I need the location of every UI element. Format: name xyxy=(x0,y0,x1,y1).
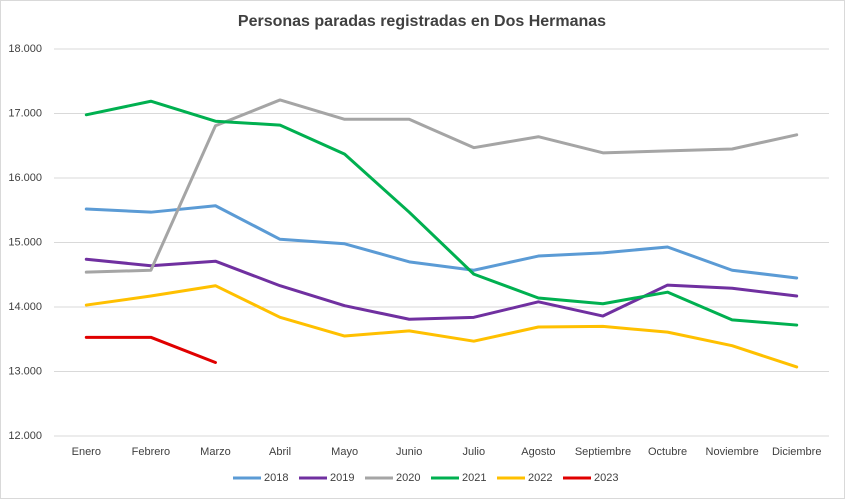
y-tick-label: 17.000 xyxy=(8,107,42,119)
x-tick-label: Enero xyxy=(72,446,101,458)
y-tick-label: 18.000 xyxy=(8,43,42,55)
x-tick-label: Diciembre xyxy=(772,446,822,458)
x-tick-label: Febrero xyxy=(132,446,171,458)
x-tick-label: Junio xyxy=(396,446,422,458)
legend-label: 2023 xyxy=(594,472,618,484)
x-tick-label: Agosto xyxy=(521,446,555,458)
series-line xyxy=(84,335,217,364)
x-tick-label: Mayo xyxy=(331,446,358,458)
x-tick-label: Marzo xyxy=(200,446,231,458)
chart-title: Personas paradas registradas en Dos Herm… xyxy=(238,13,606,30)
legend-label: 2018 xyxy=(264,472,288,484)
series-line xyxy=(84,204,799,280)
x-tick-label: Julio xyxy=(462,446,485,458)
legend-label: 2019 xyxy=(330,472,354,484)
x-tick-label: Octubre xyxy=(648,446,687,458)
y-tick-label: 13.000 xyxy=(8,365,42,377)
y-tick-label: 16.000 xyxy=(8,172,42,184)
x-tick-label: Noviembre xyxy=(706,446,759,458)
series-line xyxy=(84,257,799,321)
y-tick-label: 15.000 xyxy=(8,236,42,248)
y-tick-label: 14.000 xyxy=(8,301,42,313)
x-tick-label: Abril xyxy=(269,446,291,458)
series-line xyxy=(84,99,799,327)
legend-label: 2021 xyxy=(462,472,486,484)
series-line xyxy=(84,284,799,369)
legend-label: 2020 xyxy=(396,472,420,484)
y-tick-label: 12.000 xyxy=(8,430,42,442)
series-line xyxy=(84,98,799,274)
legend-label: 2022 xyxy=(528,472,552,484)
x-tick-label: Septiembre xyxy=(575,446,631,458)
